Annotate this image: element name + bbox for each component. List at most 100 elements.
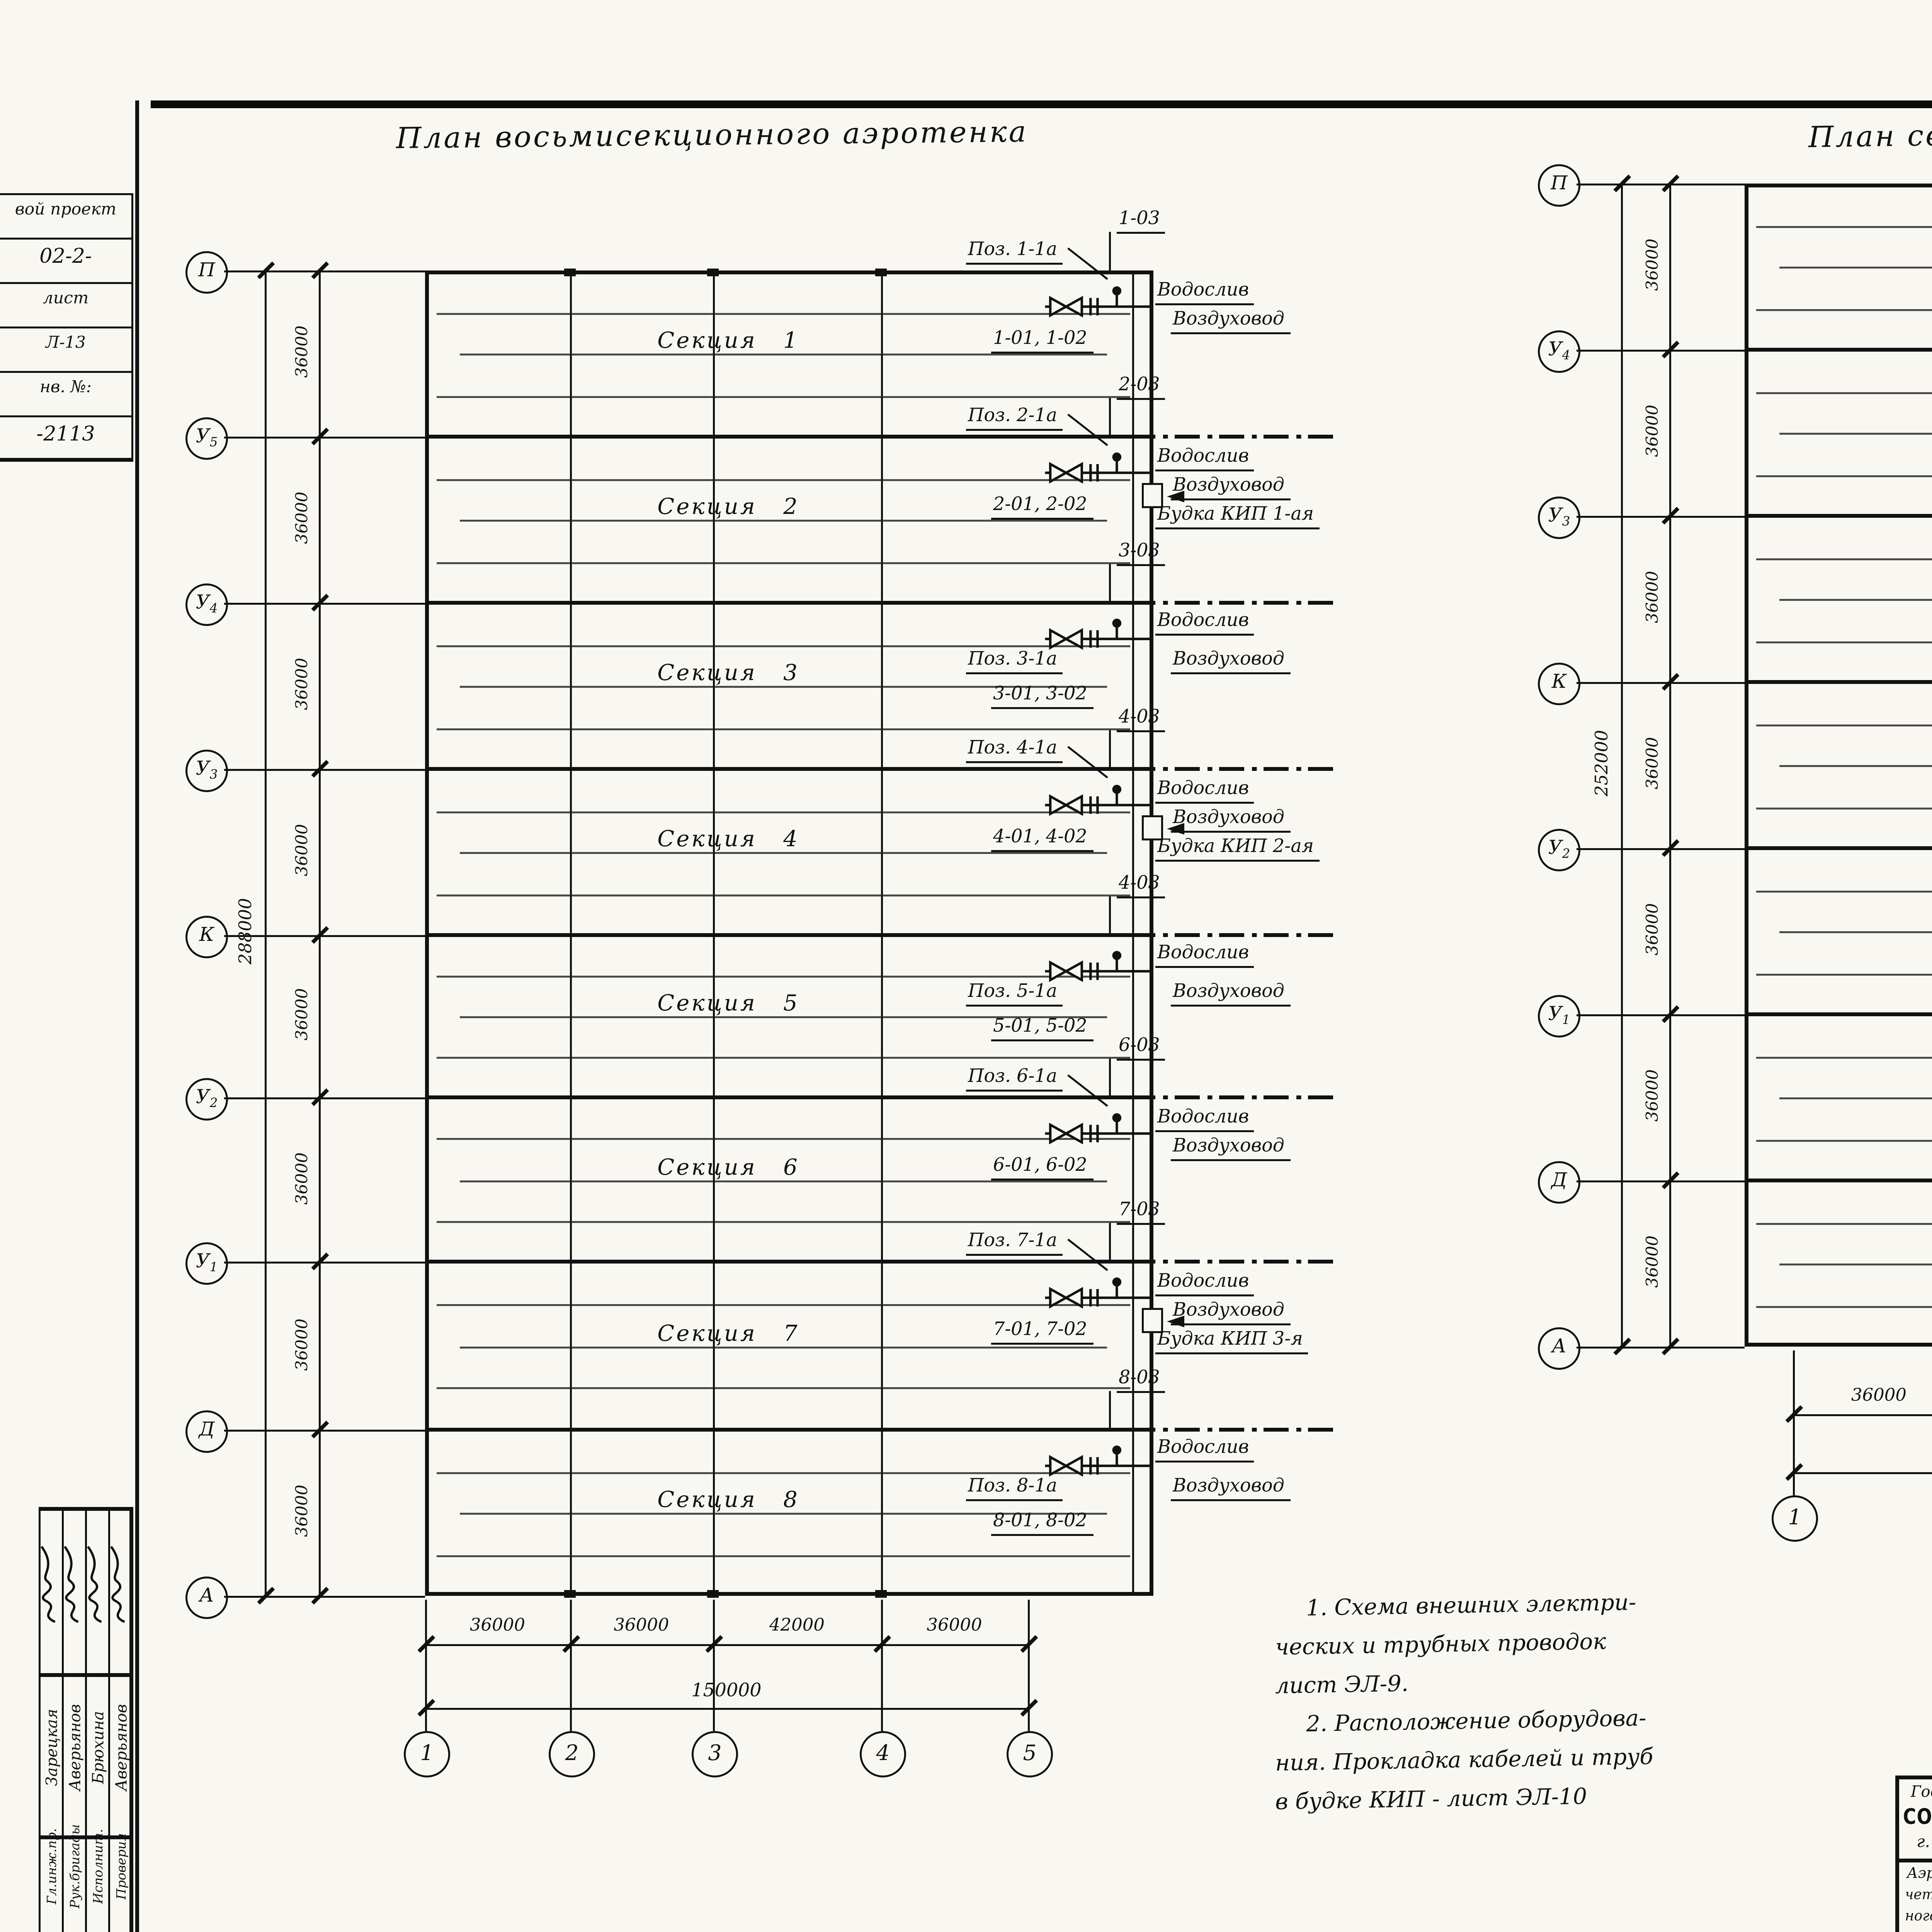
corner-table-text: лист xyxy=(43,290,89,309)
corridor-line xyxy=(460,520,1107,522)
weir-label: Водослив xyxy=(1155,943,1255,968)
axis-leader-line xyxy=(224,269,425,272)
axis-leader-line xyxy=(1577,1345,1745,1348)
corridor-line xyxy=(1756,1222,1932,1224)
axis-bubble: У1 xyxy=(1538,995,1580,1037)
air-pipe-label: 4-03 xyxy=(1117,873,1166,898)
cable-pipes-label: 5-01, 5-02 xyxy=(991,1016,1093,1041)
axis-bubble: У5 xyxy=(185,417,228,460)
air-duct-label: Воздуховод xyxy=(1171,981,1290,1007)
corridor-line xyxy=(1779,931,1932,933)
stamp-column: Зарецкая Гл.инж.пр. Аверьянов Рук.бригады Бр… xyxy=(39,1507,133,1932)
corridor-line xyxy=(437,1388,1130,1389)
width-dim-line xyxy=(1793,1414,1932,1417)
booth-label: Будка КИП 1-ая xyxy=(1155,504,1320,529)
booth-label: Будка КИП 2-ая xyxy=(1155,837,1320,862)
air-pipe-label: 8-03 xyxy=(1117,1368,1166,1393)
distribution-channel-wall xyxy=(1132,270,1134,1596)
stamp-border xyxy=(39,1835,131,1838)
corner-table-row: Л-13 xyxy=(0,327,133,371)
corridor-line xyxy=(437,561,1130,563)
corner-table-text: 02-2- xyxy=(39,245,92,269)
air-pipe-label: 7-03 xyxy=(1117,1200,1166,1225)
weir-label: Водослив xyxy=(1155,1107,1255,1132)
air-pipe-label: 1-03 xyxy=(1117,209,1166,234)
booth-arrow-icon xyxy=(1167,1315,1184,1327)
corridor-line xyxy=(437,1471,1130,1473)
dim-total-line xyxy=(1621,184,1623,1347)
booth-label: Будка КИП 3-я xyxy=(1155,1329,1309,1354)
position-label: Поз. 5-1а xyxy=(966,981,1063,1007)
corridor-line xyxy=(1756,889,1932,891)
notes: 1. Схема внешних электри-ческих и трубны… xyxy=(1275,1584,1816,1816)
corner-table-bottom xyxy=(0,458,133,461)
axis-leader-line xyxy=(1577,182,1745,185)
axis-bubble: У3 xyxy=(1538,497,1580,539)
axis-spacing-dim: 36000 xyxy=(294,325,313,378)
stamp-strip: Аверьянов Рук.бригады xyxy=(62,1507,85,1932)
air-duct-label: Воздуховод xyxy=(1171,1476,1290,1501)
kip-booth xyxy=(1142,1308,1163,1333)
column-stub xyxy=(713,1600,714,1731)
valve-assembly-icon xyxy=(1043,1107,1155,1150)
stamp-role: Гл.инж.пр. xyxy=(44,1828,60,1905)
stamp-signature xyxy=(104,1541,140,1626)
position-label: Поз. 3-1а xyxy=(966,649,1063,674)
kip-booth xyxy=(1142,815,1163,840)
position-label: Поз. 6-1а xyxy=(966,1066,1063,1092)
section-label: Секция 7 xyxy=(657,1318,799,1346)
corridor-line xyxy=(460,1513,1107,1515)
width-dim-line xyxy=(425,1644,1028,1646)
column-bubble: 4 xyxy=(860,1731,906,1777)
stamp-border xyxy=(39,1507,131,1510)
stamp-strip: Брюхина Исполнит. xyxy=(85,1507,108,1932)
axis-bubble: Д xyxy=(1538,1161,1580,1204)
axis-spacing-dim: 36000 xyxy=(294,1317,313,1370)
section-wall xyxy=(425,933,1153,937)
column-stub xyxy=(570,1600,571,1731)
corridor-line xyxy=(1756,1305,1932,1307)
column-line xyxy=(570,270,572,1596)
corridor-line xyxy=(460,1179,1107,1181)
corner-table-text: Л-13 xyxy=(46,334,86,354)
cable-pipes-label: 1-01, 1-02 xyxy=(991,328,1093,354)
column-bubble: 5 xyxy=(1007,1731,1053,1777)
corridor-line xyxy=(437,395,1130,397)
stamp-strip: Зарецкая Гл.инж.пр. xyxy=(39,1507,62,1932)
label-leader xyxy=(1109,564,1111,603)
column-bubble: 1 xyxy=(404,1731,450,1777)
corridor-line xyxy=(1779,599,1932,601)
weir-label: Водослив xyxy=(1155,446,1255,471)
corridor-line xyxy=(460,1345,1107,1347)
column-spacing-dim: 36000 xyxy=(927,1617,982,1636)
axis-bubble: П xyxy=(1538,164,1580,207)
axis-bubble: У4 xyxy=(185,583,228,626)
corridor-line xyxy=(1779,433,1932,435)
air-duct-label: Воздуховод xyxy=(1171,649,1290,674)
axis-leader-line xyxy=(224,602,425,604)
cable-pipes-label: 4-01, 4-02 xyxy=(991,827,1093,852)
corner-table-text: вой проект xyxy=(15,201,117,220)
label-leader xyxy=(1109,896,1111,935)
tb-agency: Госстрой xyxy=(1911,1783,1932,1801)
column-stub xyxy=(1793,1350,1794,1495)
corridor-line xyxy=(1756,723,1932,725)
tb-facility-4: рами коридора 9х5,2х150м xyxy=(1905,1928,1932,1932)
corridor-line xyxy=(1779,1264,1932,1265)
corridor-line xyxy=(1756,225,1932,227)
tank-outline xyxy=(425,270,1153,1596)
corridor-line xyxy=(1756,806,1932,808)
air-duct-label: Воздуховод xyxy=(1171,475,1290,500)
tank-outline xyxy=(1745,184,1932,1347)
corridor-line xyxy=(1756,391,1932,393)
air-duct-label: Воздуховод xyxy=(1171,808,1290,833)
cable-pipes-label: 7-01, 7-02 xyxy=(991,1320,1093,1345)
section-wall xyxy=(1745,680,1932,684)
corridor-line xyxy=(1756,474,1932,476)
corridor-line xyxy=(437,893,1130,895)
corridor-line xyxy=(460,1016,1107,1018)
column-spacing-dim: 36000 xyxy=(469,1617,526,1636)
axis-bubble: У1 xyxy=(185,1242,228,1285)
column-spacing-dim: 36000 xyxy=(1851,1387,1907,1406)
